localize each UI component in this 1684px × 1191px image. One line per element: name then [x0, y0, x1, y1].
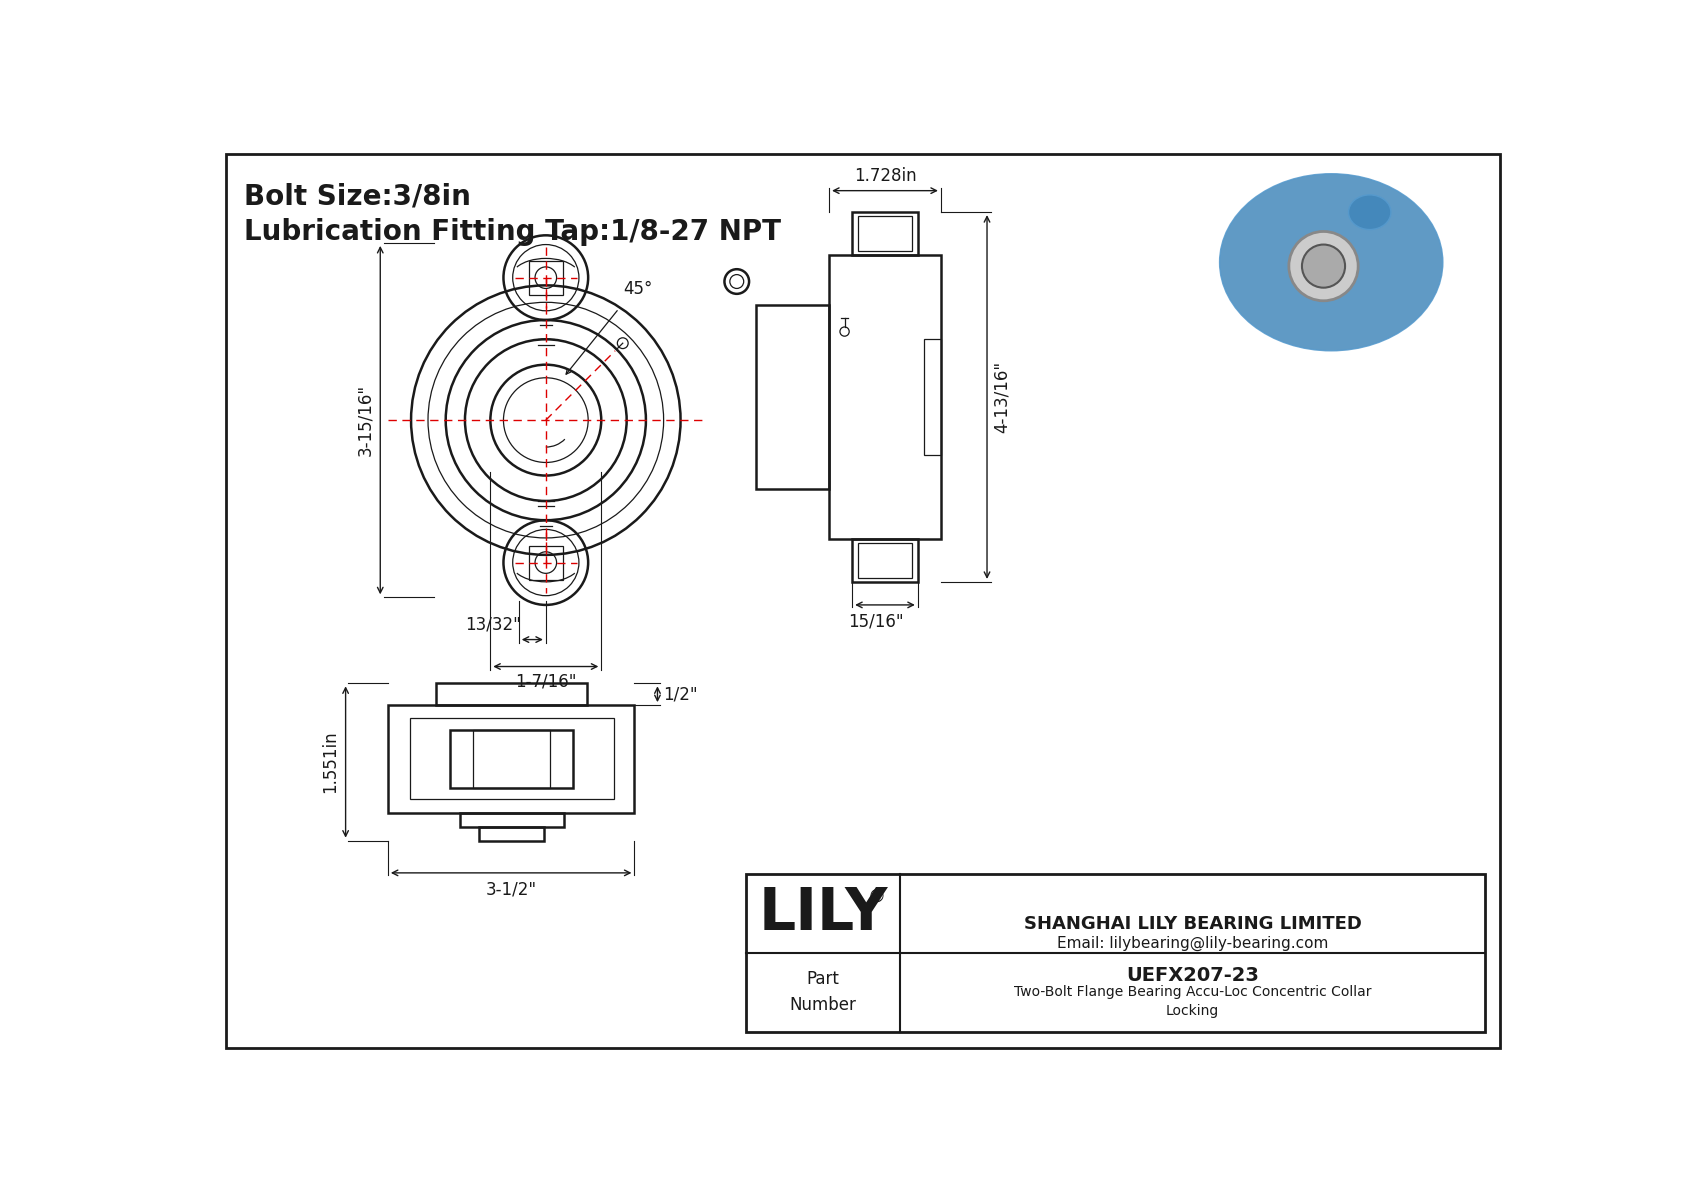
Text: UEFX207-23: UEFX207-23 — [1127, 966, 1260, 985]
Bar — [478, 827, 544, 841]
Text: 1.551in: 1.551in — [322, 731, 340, 793]
Text: Email: lilybearing@lily-bearing.com: Email: lilybearing@lily-bearing.com — [1058, 936, 1329, 952]
Bar — [852, 212, 918, 255]
Text: 15/16": 15/16" — [849, 612, 904, 630]
Text: 1.728in: 1.728in — [854, 167, 916, 185]
Text: ®: ® — [867, 887, 886, 905]
Bar — [529, 545, 562, 580]
Text: Two-Bolt Flange Bearing Accu-Loc Concentric Collar
Locking: Two-Bolt Flange Bearing Accu-Loc Concent… — [1014, 985, 1371, 1018]
Circle shape — [1302, 244, 1346, 288]
Text: Bolt Size:3/8in: Bolt Size:3/8in — [244, 183, 472, 211]
Text: 45°: 45° — [623, 280, 652, 299]
Bar — [409, 718, 613, 799]
Bar — [925, 339, 941, 455]
Bar — [829, 255, 941, 540]
Text: 13/32": 13/32" — [465, 616, 520, 634]
Bar — [460, 812, 564, 827]
Bar — [852, 540, 918, 582]
Bar — [387, 705, 635, 812]
Text: 1/2": 1/2" — [663, 685, 699, 703]
Bar — [859, 216, 911, 251]
Text: 3-1/2": 3-1/2" — [485, 880, 537, 898]
Bar — [529, 261, 562, 294]
Text: SHANGHAI LILY BEARING LIMITED: SHANGHAI LILY BEARING LIMITED — [1024, 915, 1362, 933]
Circle shape — [1288, 231, 1359, 301]
Text: Lubrication Fitting Tap:1/8-27 NPT: Lubrication Fitting Tap:1/8-27 NPT — [244, 218, 781, 247]
Bar — [436, 684, 586, 705]
Ellipse shape — [1349, 195, 1391, 230]
Bar — [859, 543, 911, 578]
Text: 3-15/16": 3-15/16" — [355, 384, 374, 456]
Bar — [450, 730, 573, 788]
Text: Part
Number: Part Number — [790, 969, 857, 1015]
Text: 4-13/16": 4-13/16" — [994, 361, 1010, 434]
Ellipse shape — [1219, 174, 1443, 351]
Text: 1-7/16": 1-7/16" — [515, 673, 576, 691]
Bar — [746, 874, 1485, 1033]
Bar — [473, 730, 549, 788]
Bar — [756, 305, 829, 490]
Text: LILY: LILY — [758, 885, 887, 942]
